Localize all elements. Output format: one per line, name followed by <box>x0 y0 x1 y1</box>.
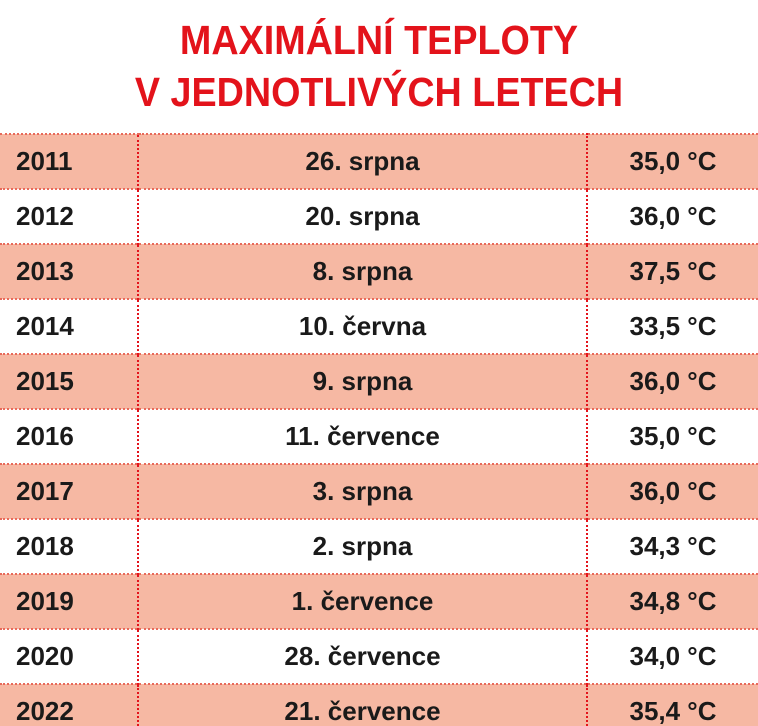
date-cell: 9. srpna <box>137 353 588 409</box>
date-cell: 3. srpna <box>137 463 588 519</box>
temperature-cell: 37,5 °C <box>587 243 758 299</box>
year-cell: 2020 <box>0 628 138 684</box>
date-cell: 28. července <box>137 628 588 684</box>
table-row: 2022 21. července 35,4 °C <box>0 683 758 726</box>
date-cell: 11. července <box>137 408 588 464</box>
year-cell: 2015 <box>0 353 138 409</box>
temperature-cell: 36,0 °C <box>587 353 758 409</box>
table-row: 2020 28. července 34,0 °C <box>0 628 758 684</box>
year-cell: 2018 <box>0 518 138 574</box>
table-row: 2011 26. srpna 35,0 °C <box>0 133 758 189</box>
year-cell: 2019 <box>0 573 138 629</box>
table-row: 2013 8. srpna 37,5 °C <box>0 243 758 299</box>
date-cell: 8. srpna <box>137 243 588 299</box>
year-cell: 2022 <box>0 683 138 726</box>
date-cell: 20. srpna <box>137 188 588 244</box>
temperature-cell: 36,0 °C <box>587 188 758 244</box>
year-cell: 2016 <box>0 408 138 464</box>
date-cell: 26. srpna <box>137 133 588 189</box>
year-cell: 2011 <box>0 133 138 189</box>
table-row: 2018 2. srpna 34,3 °C <box>0 518 758 574</box>
title-line: V JEDNOTLIVÝCH LETECH <box>134 69 624 115</box>
year-cell: 2012 <box>0 188 138 244</box>
temperature-cell: 34,3 °C <box>587 518 758 574</box>
year-cell: 2014 <box>0 298 138 354</box>
temperature-cell: 34,8 °C <box>587 573 758 629</box>
year-cell: 2013 <box>0 243 138 299</box>
temperature-cell: 34,0 °C <box>587 628 758 684</box>
date-cell: 21. července <box>137 683 588 726</box>
table-row: 2019 1. července 34,8 °C <box>0 573 758 629</box>
temperature-cell: 36,0 °C <box>587 463 758 519</box>
year-cell: 2017 <box>0 463 138 519</box>
table-row: 2014 10. června 33,5 °C <box>0 298 758 354</box>
date-cell: 2. srpna <box>137 518 588 574</box>
title-line: MAXIMÁLNÍ TEPLOTY <box>179 17 579 63</box>
title: MAXIMÁLNÍ TEPLOTY V JEDNOTLIVÝCH LETECH <box>0 14 758 118</box>
temperature-cell: 35,4 °C <box>587 683 758 726</box>
table-row: 2017 3. srpna 36,0 °C <box>0 463 758 519</box>
temperature-cell: 33,5 °C <box>587 298 758 354</box>
table-row: 2016 11. července 35,0 °C <box>0 408 758 464</box>
table-row: 2015 9. srpna 36,0 °C <box>0 353 758 409</box>
temperature-cell: 35,0 °C <box>587 408 758 464</box>
date-cell: 1. července <box>137 573 588 629</box>
date-cell: 10. června <box>137 298 588 354</box>
temperature-cell: 35,0 °C <box>587 133 758 189</box>
table: 2011 26. srpna 35,0 °C 2012 20. srpna 36,0 °C… <box>0 133 758 726</box>
table-row: 2012 20. srpna 36,0 °C <box>0 188 758 244</box>
